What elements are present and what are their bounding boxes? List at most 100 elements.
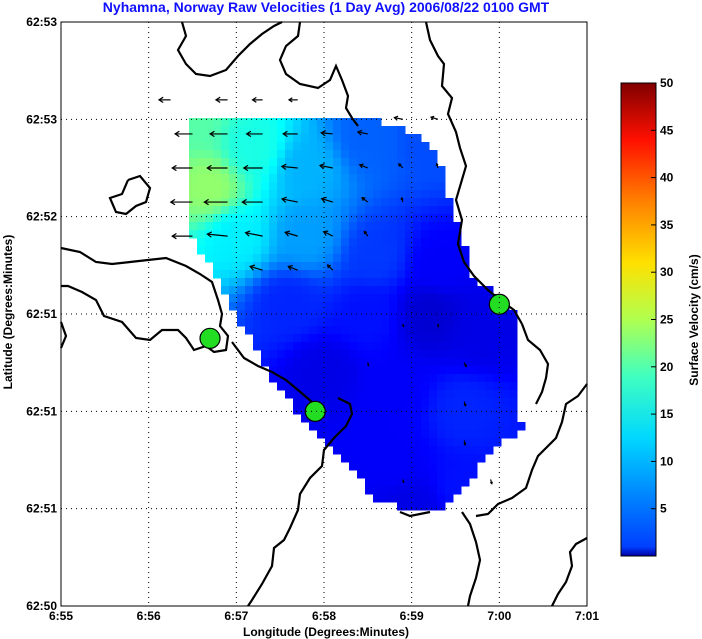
field-cell — [189, 222, 198, 231]
field-cell — [453, 422, 462, 431]
field-cell — [405, 310, 414, 319]
field-cell — [421, 142, 430, 151]
field-cell — [373, 414, 382, 423]
field-cell — [357, 326, 366, 335]
field-cell — [429, 182, 438, 191]
field-cell — [333, 214, 342, 223]
field-cell — [493, 382, 502, 391]
field-cell — [317, 358, 326, 367]
field-cell — [253, 286, 262, 295]
field-cell — [349, 270, 358, 279]
field-cell — [373, 286, 382, 295]
field-cell — [493, 398, 502, 407]
field-cell — [253, 238, 262, 247]
field-cell — [261, 230, 270, 239]
field-cell — [269, 206, 278, 215]
field-cell — [381, 454, 390, 463]
field-cell — [341, 382, 350, 391]
field-cell — [365, 406, 374, 415]
field-cell — [389, 158, 398, 167]
field-cell — [357, 462, 366, 471]
field-cell — [269, 214, 278, 223]
field-cell — [421, 254, 430, 263]
field-cell — [277, 342, 286, 351]
field-cell — [453, 326, 462, 335]
field-cell — [245, 142, 254, 151]
field-cell — [325, 302, 334, 311]
field-cell — [389, 470, 398, 479]
field-cell — [189, 198, 198, 207]
field-cell — [445, 438, 454, 447]
field-cell — [333, 390, 342, 399]
field-cell — [437, 222, 446, 231]
field-cell — [445, 358, 454, 367]
field-cell — [341, 326, 350, 335]
field-cell — [221, 206, 230, 215]
field-cell — [349, 174, 358, 183]
field-cell — [213, 270, 222, 279]
field-cell — [437, 294, 446, 303]
field-cell — [325, 374, 334, 383]
field-cell — [253, 278, 262, 287]
field-cell — [333, 118, 342, 127]
field-cell — [221, 214, 230, 223]
field-cell — [261, 278, 270, 287]
field-cell — [221, 166, 230, 175]
field-cell — [365, 254, 374, 263]
field-cell — [421, 294, 430, 303]
field-cell — [381, 478, 390, 487]
field-cell — [445, 374, 454, 383]
velocity-arrow — [284, 230, 298, 237]
field-cell — [429, 358, 438, 367]
field-cell — [213, 206, 222, 215]
x-tick-label: 6:59 — [400, 609, 424, 623]
field-cell — [453, 254, 462, 263]
field-cell — [253, 318, 262, 327]
field-cell — [213, 166, 222, 175]
y-tick-label: 62:52 — [26, 210, 57, 224]
field-cell — [429, 446, 438, 455]
field-cell — [389, 398, 398, 407]
field-cell — [413, 190, 422, 199]
field-cell — [453, 278, 462, 287]
field-cell — [397, 246, 406, 255]
velocity-arrow — [363, 230, 369, 237]
field-cell — [493, 414, 502, 423]
field-cell — [389, 142, 398, 151]
field-cell — [429, 478, 438, 487]
field-cell — [309, 366, 318, 375]
field-cell — [349, 326, 358, 335]
field-cell — [189, 126, 198, 135]
field-cell — [285, 118, 294, 127]
field-cell — [341, 214, 350, 223]
field-cell — [317, 158, 326, 167]
field-cell — [365, 238, 374, 247]
field-cell — [501, 326, 510, 335]
field-cell — [493, 334, 502, 343]
field-cell — [197, 238, 206, 247]
field-cell — [445, 406, 454, 415]
field-cell — [381, 422, 390, 431]
field-cell — [357, 382, 366, 391]
field-cell — [429, 214, 438, 223]
field-cell — [205, 150, 214, 159]
field-cell — [229, 150, 238, 159]
field-cell — [389, 222, 398, 231]
field-cell — [421, 270, 430, 279]
field-cell — [237, 254, 246, 263]
field-cell — [437, 318, 446, 327]
field-cell — [317, 366, 326, 375]
field-cell — [437, 454, 446, 463]
field-cell — [373, 238, 382, 247]
field-cell — [293, 206, 302, 215]
field-cell — [341, 166, 350, 175]
field-cell — [301, 414, 310, 423]
field-cell — [365, 478, 374, 487]
field-cell — [389, 422, 398, 431]
field-cell — [389, 134, 398, 143]
field-cell — [269, 342, 278, 351]
field-cell — [325, 406, 334, 415]
field-cell — [285, 182, 294, 191]
field-cell — [317, 286, 326, 295]
field-cell — [317, 230, 326, 239]
